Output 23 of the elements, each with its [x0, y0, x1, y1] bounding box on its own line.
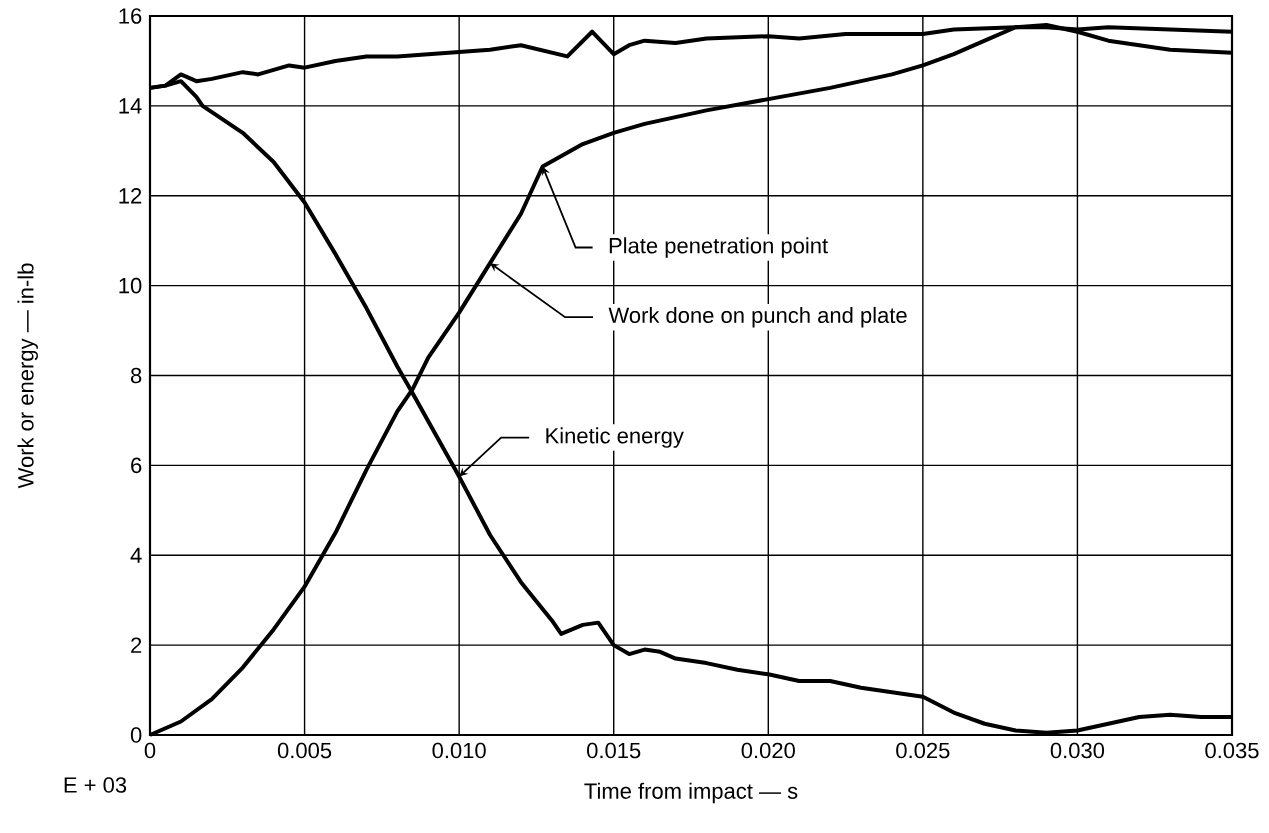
y-tick-label: 6: [131, 457, 142, 474]
y-tick-label: 2: [131, 637, 142, 653]
y-tick-label: 0: [130, 727, 142, 743]
x-axis-title: Time from impact — s: [584, 782, 798, 804]
y-tick-label: 12: [119, 188, 142, 204]
annotation: Work done on punch and plate: [608, 306, 907, 328]
x-tick-label: 0.010: [432, 742, 486, 759]
y-tick-label: 14: [119, 98, 142, 114]
y-tick-label: 10: [119, 277, 142, 294]
y-tick-label: 4: [130, 547, 142, 563]
x-tick-label: 0.020: [741, 742, 795, 759]
text: E + 03: [64, 777, 127, 793]
x-tick-label: 0.030: [1050, 742, 1105, 759]
y-axis-title: Work or energy — in-lb: [17, 263, 38, 489]
y-tick-label: 8: [130, 367, 142, 384]
x-tick-label: 0.025: [896, 742, 950, 759]
x-tick-label: 0.015: [587, 742, 641, 759]
x-tick-label: 0.035: [1205, 742, 1259, 759]
x-tick-label: 0.005: [277, 742, 332, 759]
annotation: Kinetic energy: [546, 427, 684, 448]
annotation: Plate penetration point: [609, 237, 828, 258]
x-tick-label: 0: [144, 742, 156, 759]
y-tick-label: 16: [119, 8, 142, 24]
